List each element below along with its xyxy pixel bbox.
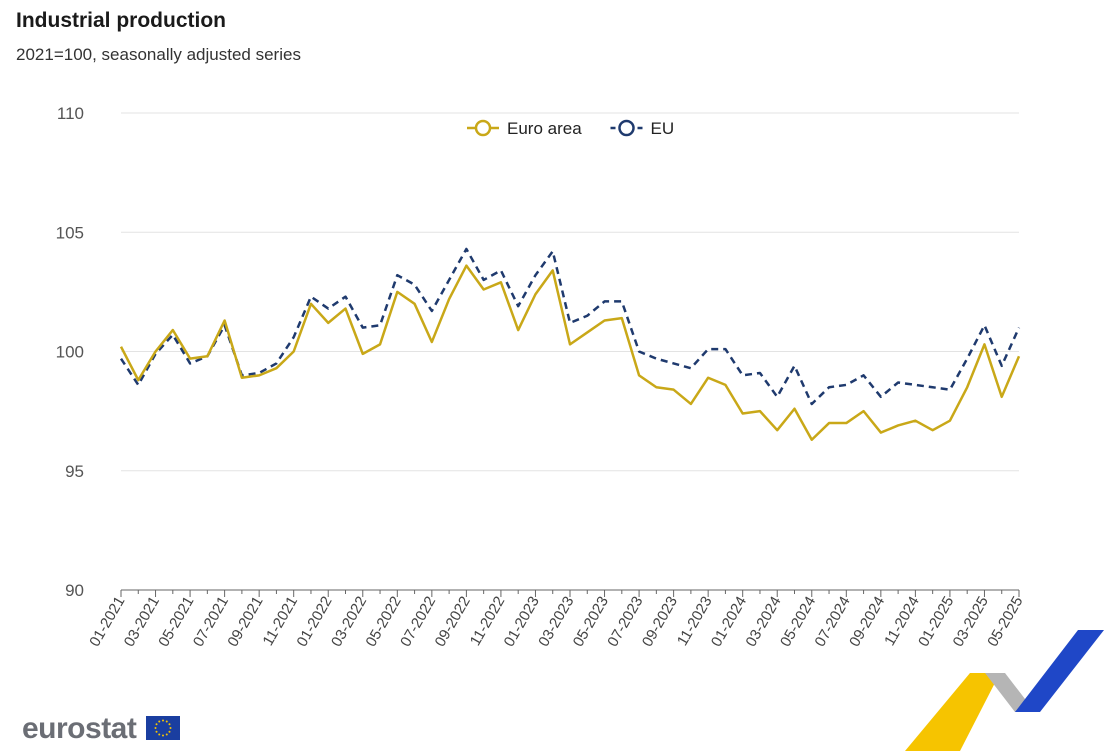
flag-star — [165, 733, 168, 736]
chart-title: Industrial production — [16, 9, 226, 32]
flag-star — [154, 727, 157, 729]
y-axis-ticks: 90 95 100 105 110 — [56, 104, 84, 600]
legend-label: EU — [651, 119, 675, 138]
flag-star — [158, 733, 161, 736]
series-line-euro-area — [119, 264, 1021, 441]
grid-lines — [121, 112, 1019, 472]
legend-marker — [474, 119, 492, 137]
y-tick-label: 105 — [56, 223, 84, 242]
flag-star — [169, 727, 172, 729]
flag-star — [155, 730, 158, 733]
series-line-eu — [119, 247, 1021, 406]
eu-flag-icon — [146, 716, 181, 740]
legend: Euro area EU — [467, 119, 674, 138]
logo-text: eurostat — [22, 712, 137, 745]
flag-star — [162, 734, 165, 737]
flag-star — [162, 719, 165, 722]
flag-star — [155, 723, 158, 726]
x-axis: 01-202103-202105-202107-202109-202111-20… — [86, 589, 1026, 650]
eurostat-swoosh — [905, 630, 1104, 751]
chart-subtitle: 2021=100, seasonally adjusted series — [16, 45, 301, 64]
flag-star — [168, 730, 171, 733]
legend-label: Euro area — [507, 119, 582, 138]
flag-star — [158, 720, 161, 723]
y-tick-label: 90 — [65, 581, 84, 600]
flag-star — [165, 720, 168, 723]
series-lines — [119, 247, 1021, 441]
y-tick-label: 100 — [56, 343, 84, 362]
y-tick-label: 95 — [65, 462, 84, 481]
legend-marker — [618, 119, 635, 137]
y-tick-label: 110 — [57, 104, 84, 123]
flag-star — [168, 723, 171, 726]
eurostat-logo: eurostat — [22, 712, 181, 746]
